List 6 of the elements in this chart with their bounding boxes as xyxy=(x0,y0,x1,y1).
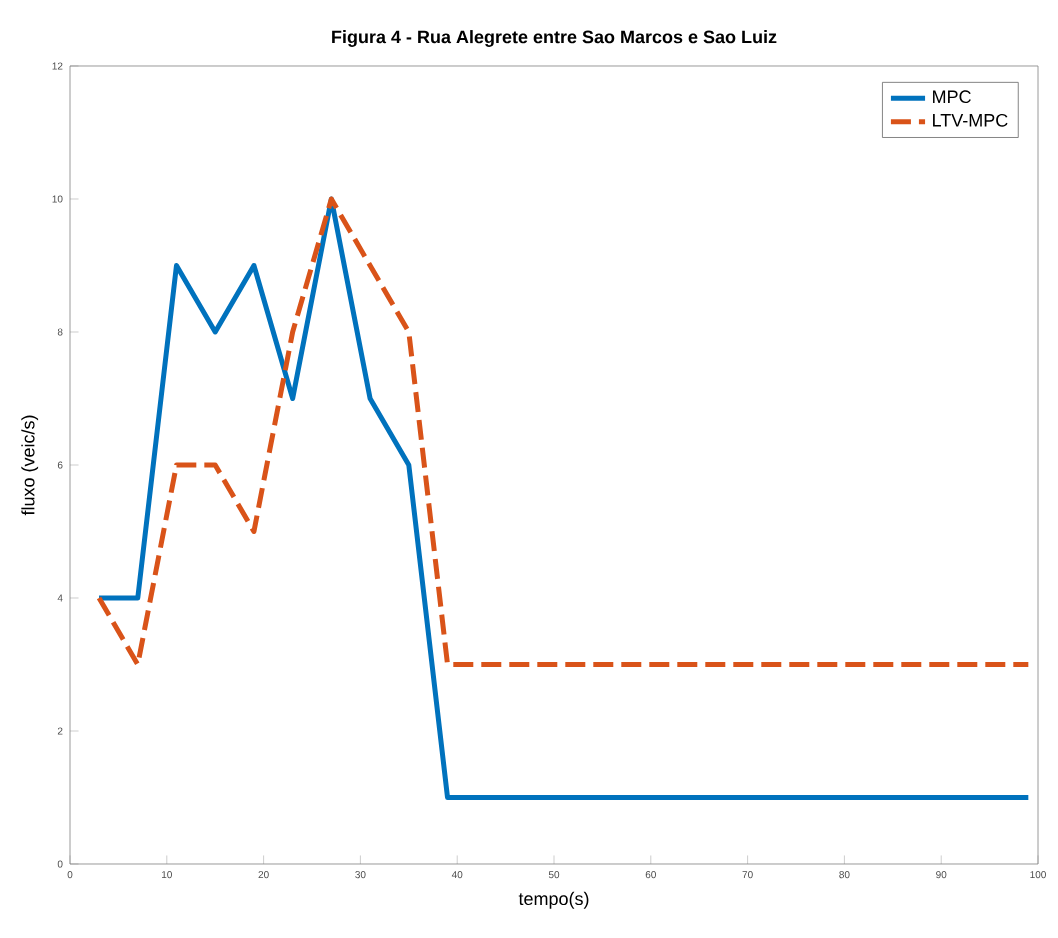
legend-label: MPC xyxy=(933,90,971,104)
x-axis-title: tempo(s) xyxy=(518,891,589,909)
legend-label: LTV-MPC xyxy=(933,113,1008,127)
y-axis-title: fluxo (veic/s) xyxy=(21,415,39,516)
chart-title: Figura 4 - Rua Alegrete entre Sao Marcos e Sao Luiz xyxy=(332,30,777,47)
line-series xyxy=(96,196,1031,667)
